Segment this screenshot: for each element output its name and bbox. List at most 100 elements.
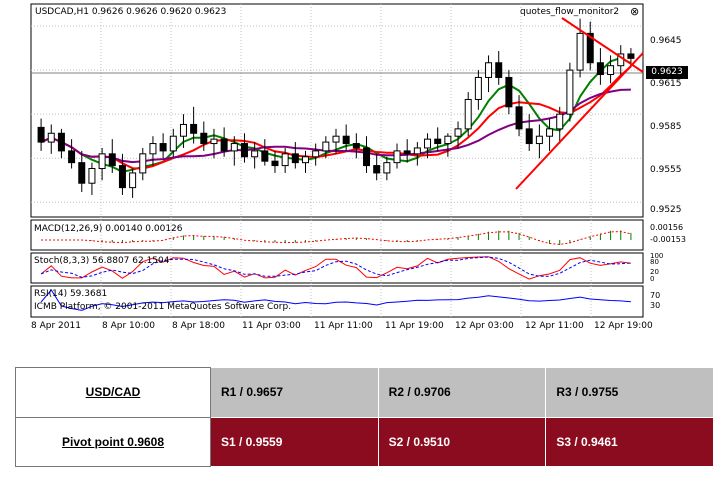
candle-body <box>291 153 299 164</box>
candle-body <box>220 138 228 152</box>
s3-cell: S3 / 0.9461 <box>545 416 714 467</box>
stoch-signal-line <box>40 256 631 278</box>
candle-body <box>47 132 55 143</box>
time-tick: 11 Apr 03:00 <box>242 321 301 331</box>
candle-body <box>413 147 421 155</box>
macd-label: MACD(12,26,9) 0.00140 0.00126 <box>34 224 183 234</box>
stoch-tick: 100 <box>650 252 664 260</box>
rsi-line <box>40 289 631 311</box>
candle-body <box>159 143 167 152</box>
s2-cell: S2 / 0.9510 <box>377 416 547 467</box>
stoch-tick: 20 <box>650 268 659 276</box>
current-price-tag: 0.9623 <box>646 66 688 79</box>
candle-body <box>190 123 198 134</box>
candle-body <box>454 128 462 137</box>
candle-body <box>566 69 574 115</box>
time-tick: 8 Apr 10:00 <box>102 321 155 331</box>
candle-body <box>403 150 411 155</box>
stoch-pane-frame <box>30 252 644 284</box>
macd-histogram <box>41 230 632 246</box>
resistance-row: USD/CAD R1 / 0.9657 R2 / 0.9706 R3 / 0.9… <box>15 367 714 418</box>
time-tick: 12 Apr 19:00 <box>594 321 653 331</box>
time-tick: 11 Apr 19:00 <box>385 321 444 331</box>
candle-body <box>108 153 116 167</box>
price-tick: 0.9585 <box>650 122 682 132</box>
candle-body <box>139 153 147 174</box>
candle-body <box>434 138 442 145</box>
rsi-value-line <box>40 289 631 311</box>
time-tick: 8 Apr 2011 <box>31 321 81 331</box>
time-tick: 11 Apr 11:00 <box>314 321 373 331</box>
candle-body <box>495 62 503 78</box>
stoch-label: Stoch(8,3,3) 56.8807 62.1504 <box>34 256 170 266</box>
candle-body <box>444 135 452 145</box>
rsi-label: RSI(14) 59.3681 <box>34 289 108 299</box>
candle-body <box>322 141 330 152</box>
candle-body <box>281 153 289 167</box>
s1-cell: S1 / 0.9559 <box>210 416 379 467</box>
candle-body <box>586 32 594 64</box>
price-tick: 0.9525 <box>650 205 682 215</box>
candle-body <box>525 128 533 145</box>
pivot-label: Pivot point 0.9608 <box>61 434 165 449</box>
macd-signal-line <box>41 231 632 245</box>
candle-body <box>332 135 340 143</box>
chart-header: USDCAD,H1 0.9626 0.9626 0.9620 0.9623 <box>35 7 227 17</box>
price-chart[interactable]: USDCAD,H1 0.9626 0.9626 0.9620 0.9623 qu… <box>0 0 720 338</box>
price-tick: 0.9555 <box>650 165 682 175</box>
candle-body <box>78 162 86 184</box>
candle-body <box>129 172 137 189</box>
candles <box>37 18 635 198</box>
settings-circle-icon[interactable]: ⊗ <box>630 5 640 18</box>
time-tick: 12 Apr 03:00 <box>455 321 514 331</box>
stoch-tick: 80 <box>650 258 659 266</box>
r1-cell: R1 / 0.9657 <box>210 367 379 418</box>
candle-body <box>393 150 401 164</box>
candle-body <box>149 143 157 155</box>
stoch-main-line <box>40 256 631 280</box>
candle-body <box>342 135 350 145</box>
r3-cell: R3 / 0.9755 <box>545 367 714 418</box>
pair-cell: USD/CAD <box>15 367 211 418</box>
candle-body <box>596 62 604 76</box>
candle-body <box>485 62 493 78</box>
candle-body <box>240 143 248 158</box>
candle-body <box>312 150 320 158</box>
candle-body <box>556 113 564 130</box>
chart-grid <box>31 4 643 317</box>
candle-body <box>57 132 65 152</box>
candle-body <box>607 65 615 76</box>
rsi-tick: 30 <box>650 301 661 310</box>
support-row: Pivot point 0.9608 S1 / 0.9559 S2 / 0.95… <box>15 416 714 467</box>
price-tick: 0.9645 <box>650 36 682 46</box>
chart-canvas <box>30 3 644 318</box>
stoch-tick: 0 <box>650 275 655 283</box>
candle-body <box>301 156 309 164</box>
lower-trendline <box>515 52 644 190</box>
candle-body <box>576 32 584 71</box>
candle-body <box>627 53 635 59</box>
candle-body <box>535 135 543 145</box>
candle-body <box>271 160 279 167</box>
candle-body <box>210 138 218 145</box>
upper-trendline <box>561 17 644 73</box>
stochastic-lines <box>40 256 631 280</box>
candle-body <box>98 153 106 170</box>
candle-body <box>546 128 554 137</box>
rsi-tick: 70 <box>650 291 661 300</box>
candle-body <box>505 76 513 108</box>
price-tick: 0.9615 <box>650 79 682 89</box>
macd-pane-frame <box>30 219 644 251</box>
candle-body <box>373 165 381 174</box>
candle-body <box>251 150 259 158</box>
candle-body <box>68 150 76 164</box>
candle-body <box>261 150 269 162</box>
macd-tick: -0.00153 <box>650 235 686 244</box>
candle-body <box>200 132 208 145</box>
candle-body <box>169 135 177 152</box>
time-tick: 8 Apr 18:00 <box>172 321 225 331</box>
candle-body <box>37 126 45 143</box>
candle-body <box>230 143 238 152</box>
indicator-name: quotes_flow_monitor2 <box>520 7 620 17</box>
time-tick: 12 Apr 11:00 <box>525 321 584 331</box>
